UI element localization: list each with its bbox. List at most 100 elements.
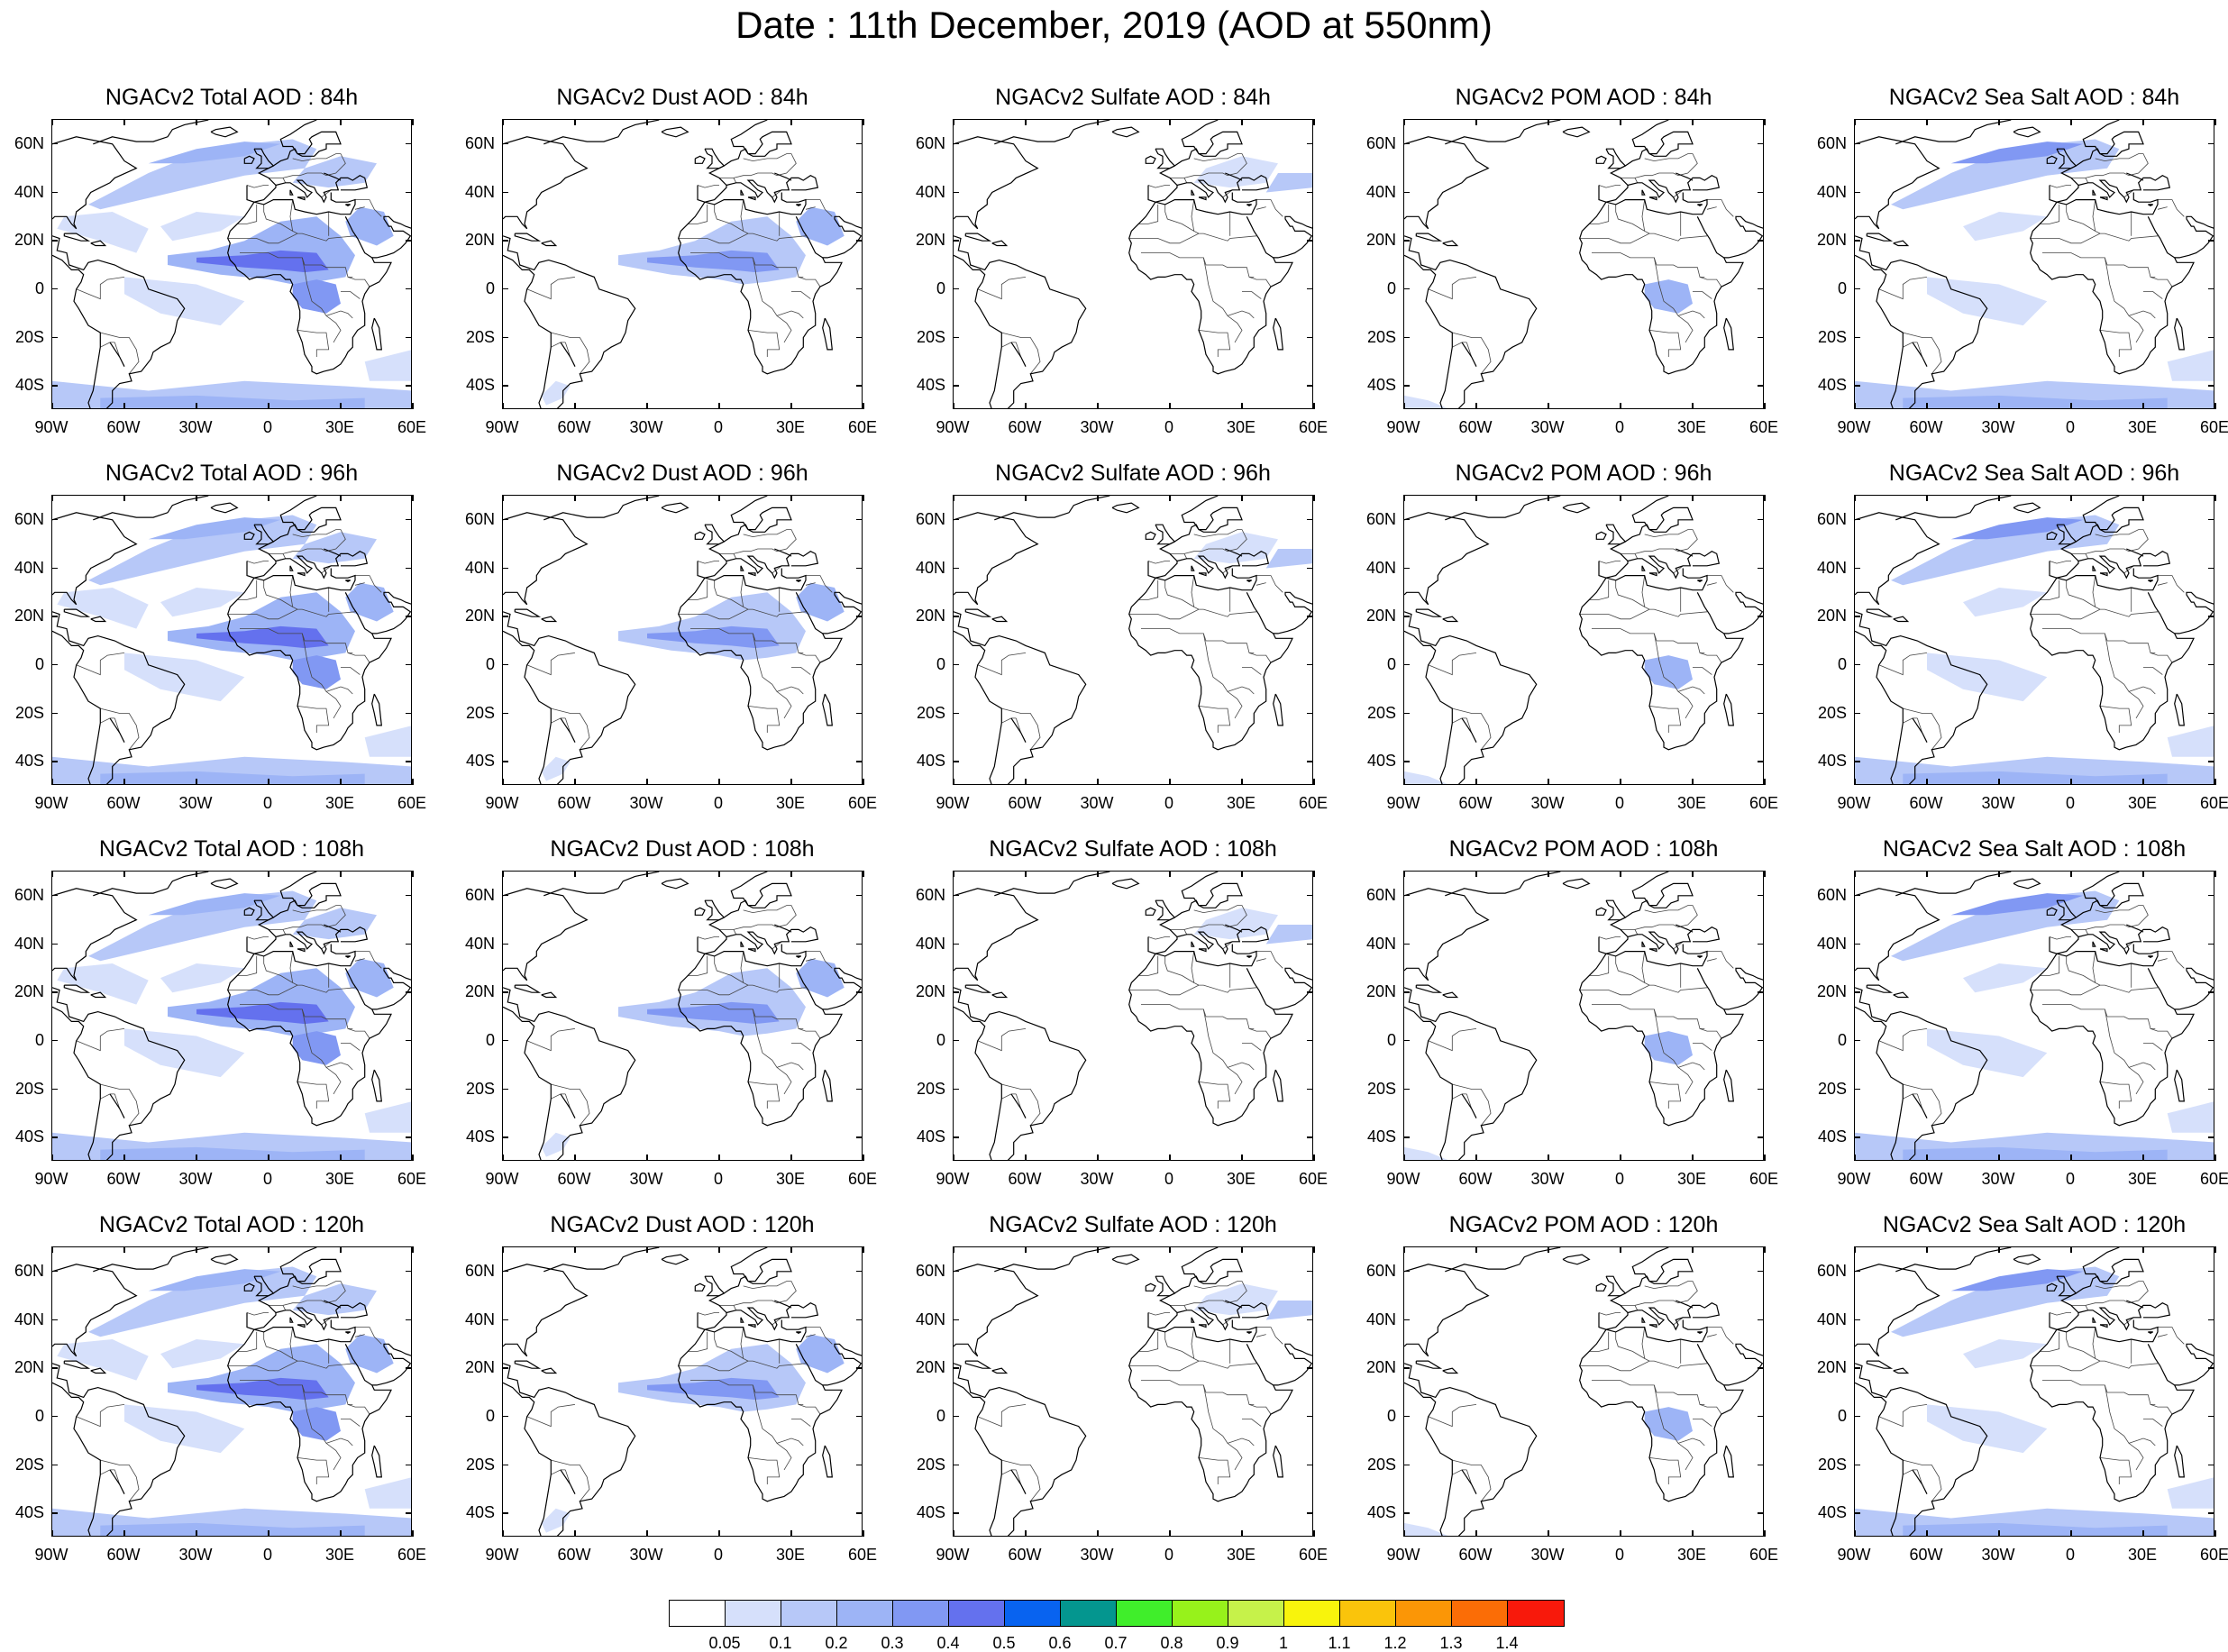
country-border — [1641, 575, 1650, 610]
lon-tick — [2142, 779, 2144, 785]
lat-tick — [1854, 1464, 1860, 1465]
coastline — [822, 1343, 862, 1386]
colorbar-box — [893, 1601, 949, 1626]
country-border — [2123, 565, 2134, 574]
lon-tick — [2214, 1155, 2216, 1161]
lat-tick-label: 20S — [916, 703, 945, 722]
panel-title: NGACv2 Dust AOD : 96h — [556, 461, 808, 486]
lat-tick — [51, 240, 58, 242]
lat-tick-label: 60N — [1816, 509, 1847, 528]
country-border — [1248, 1404, 1272, 1415]
coastline — [994, 1247, 1110, 1273]
country-border — [776, 310, 804, 319]
coastline — [2174, 1343, 2214, 1386]
country-border — [1001, 717, 1017, 724]
lon-tick-label: 90W — [485, 418, 519, 436]
country-border — [805, 206, 816, 210]
lon-tick — [863, 1155, 864, 1161]
country-border — [740, 951, 749, 986]
lat-tick-label: 40N — [1365, 934, 1396, 953]
lon-tick — [1998, 1155, 2000, 1161]
figure-title: Date : 11th December, 2019 (AOD at 550nm… — [735, 4, 1493, 46]
coastline — [2013, 1254, 2041, 1265]
country-border — [2049, 185, 2071, 188]
panel-title: NGACv2 Sulfate AOD : 120h — [989, 1212, 1277, 1237]
coastline — [1676, 172, 1694, 181]
lat-tick — [406, 567, 412, 569]
lon-tick — [340, 871, 342, 877]
country-border — [2099, 1457, 2132, 1484]
country-border — [2085, 929, 2089, 935]
country-border — [772, 189, 782, 198]
country-border — [237, 955, 258, 976]
lon-tick — [1241, 1246, 1243, 1253]
country-border — [347, 653, 370, 663]
lon-tick — [123, 871, 125, 877]
lon-tick-label: 0 — [1614, 794, 1624, 812]
country-border — [1673, 565, 1684, 574]
lon-tick-label: 30E — [1676, 1546, 1707, 1564]
coastline — [774, 924, 792, 933]
aod-field-patch — [160, 1339, 245, 1369]
lon-tick-label: 60W — [1909, 1170, 1943, 1188]
coastline — [210, 878, 239, 890]
lon-tick — [2070, 495, 2072, 501]
lon-tick-label: 0 — [1164, 794, 1173, 812]
lat-tick — [1854, 712, 1860, 714]
coastline — [1155, 524, 1176, 545]
country-border — [1202, 1009, 1243, 1095]
country-border — [1138, 204, 1159, 224]
lat-tick — [406, 1136, 412, 1138]
lat-tick — [856, 1088, 863, 1090]
coastline — [1010, 717, 1027, 743]
lon-tick — [1764, 119, 1766, 125]
country-border — [2040, 1331, 2060, 1352]
lon-tick-label: 30W — [1080, 794, 1114, 812]
country-border — [564, 717, 571, 734]
coastline — [541, 1367, 558, 1374]
country-border — [772, 565, 782, 574]
coastline — [503, 512, 589, 606]
country-border — [2143, 1043, 2163, 1051]
lat-tick — [1403, 712, 1410, 714]
lat-tick-label: 0 — [1837, 1406, 1847, 1425]
coastline — [1641, 1317, 1646, 1323]
coastline — [994, 872, 1110, 897]
lat-tick — [1403, 1039, 1410, 1042]
lat-tick — [2208, 336, 2214, 338]
coastline — [694, 155, 706, 164]
lat-tick-label: 0 — [485, 278, 495, 297]
aod-field-patch — [160, 212, 245, 242]
lat-tick-label: 20S — [465, 1455, 495, 1474]
coastline — [371, 693, 382, 726]
lat-tick-label: 0 — [936, 654, 945, 673]
lon-tick-label: 60W — [106, 418, 141, 436]
coastline — [1461, 717, 1477, 743]
lat-tick-label: 20N — [14, 982, 44, 1001]
lon-tick — [1241, 1155, 1243, 1161]
lat-tick-label: 20N — [1365, 1358, 1396, 1377]
lon-tick — [1403, 871, 1405, 877]
country-border — [1903, 1093, 1918, 1100]
coastline — [1676, 924, 1694, 933]
country-border — [1903, 1083, 1942, 1127]
aod-field-patch — [1404, 771, 1448, 784]
lon-tick — [1620, 403, 1621, 409]
coastline — [1595, 1282, 1607, 1291]
lat-tick-label: 40S — [916, 1503, 945, 1522]
lon-tick — [268, 1246, 269, 1253]
country-border — [564, 1093, 571, 1109]
lon-tick — [574, 871, 576, 877]
coastline — [1893, 991, 1910, 999]
lat-tick — [856, 761, 863, 762]
coastline — [503, 136, 589, 230]
country-border — [805, 958, 816, 962]
lon-tick — [718, 1530, 720, 1537]
coastline — [1442, 991, 1459, 999]
country-border — [321, 565, 332, 574]
country-border — [347, 277, 370, 288]
country-border — [1653, 1009, 1694, 1095]
country-border — [2092, 951, 2101, 986]
lat-tick — [406, 1270, 412, 1273]
lon-tick — [1241, 403, 1243, 409]
